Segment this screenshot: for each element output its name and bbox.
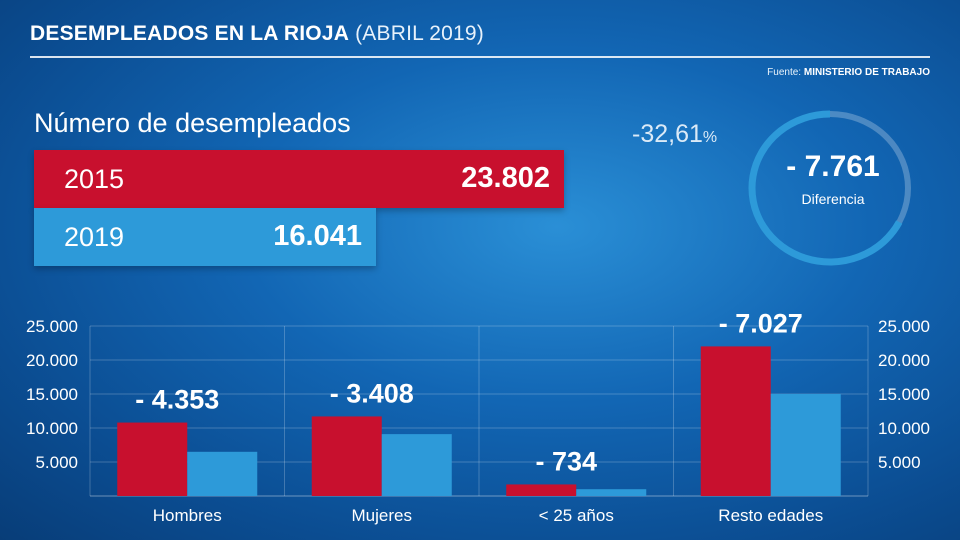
x-tick-label: Hombres bbox=[153, 506, 222, 525]
ring-arc bbox=[748, 110, 903, 266]
difference-data-label: - 734 bbox=[535, 446, 597, 476]
bar-2019 bbox=[187, 451, 258, 496]
totals-heading: Número de desempleados bbox=[34, 108, 351, 138]
bar-2015 bbox=[700, 346, 771, 496]
bar-2015 bbox=[311, 416, 382, 496]
difference-data-label: - 7.027 bbox=[719, 308, 803, 338]
difference-percent-value: -32,61 bbox=[632, 120, 703, 148]
y-tick-label-right: 15.000 bbox=[878, 385, 930, 404]
total-year-2019: 2019 bbox=[64, 222, 125, 252]
bar-2015 bbox=[117, 422, 188, 496]
category-bar-chart: 5.000 5.000 10.000 10.000 15.000 15.000 20.000… bbox=[26, 308, 930, 525]
source-note: Fuente: MINISTERIO DE TRABAJO bbox=[767, 67, 930, 78]
bar-2019 bbox=[576, 489, 647, 496]
source-value: MINISTERIO DE TRABAJO bbox=[803, 67, 930, 78]
y-tick-label-right: 25.000 bbox=[878, 317, 930, 336]
total-value-2019: 16.041 bbox=[273, 220, 362, 252]
source-label: Fuente: bbox=[767, 67, 802, 78]
title-date: (ABRIL 2019) bbox=[355, 22, 484, 45]
x-tick-label: < 25 años bbox=[539, 506, 614, 525]
title-main: DESEMPLEADOS EN LA RIOJA bbox=[30, 22, 350, 45]
total-bar-2015: 2015 23.802 bbox=[34, 150, 564, 208]
total-value-2015: 23.802 bbox=[461, 162, 550, 194]
bar-2015 bbox=[506, 484, 577, 496]
y-tick-label-left: 5.000 bbox=[35, 453, 78, 472]
difference-percent-sign: % bbox=[702, 129, 718, 146]
title-divider bbox=[30, 56, 930, 58]
difference-label: Diferencia bbox=[801, 191, 865, 207]
total-bar-2019: 2019 16.041 bbox=[34, 208, 376, 266]
y-tick-label-right: 10.000 bbox=[878, 419, 930, 438]
x-tick-label: Resto edades bbox=[718, 506, 823, 525]
y-tick-label-left: 25.000 bbox=[26, 317, 78, 336]
y-tick-label-right: 5.000 bbox=[878, 453, 921, 472]
difference-ring bbox=[748, 110, 911, 266]
page-title: DESEMPLEADOS EN LA RIOJA (ABRIL 2019) bbox=[30, 22, 484, 46]
difference-percent: -32,61% bbox=[632, 120, 717, 149]
x-tick-label: Mujeres bbox=[352, 506, 412, 525]
y-tick-label-left: 10.000 bbox=[26, 419, 78, 438]
bar-2019 bbox=[770, 394, 841, 496]
difference-data-label: - 4.353 bbox=[135, 385, 219, 415]
difference-value: - 7.761 bbox=[786, 150, 880, 183]
total-year-2015: 2015 bbox=[64, 164, 125, 194]
y-tick-label-left: 20.000 bbox=[26, 351, 78, 370]
y-tick-label-right: 20.000 bbox=[878, 351, 930, 370]
difference-data-label: - 3.408 bbox=[330, 378, 414, 408]
bar-2019 bbox=[381, 434, 452, 496]
y-tick-label-left: 15.000 bbox=[26, 385, 78, 404]
